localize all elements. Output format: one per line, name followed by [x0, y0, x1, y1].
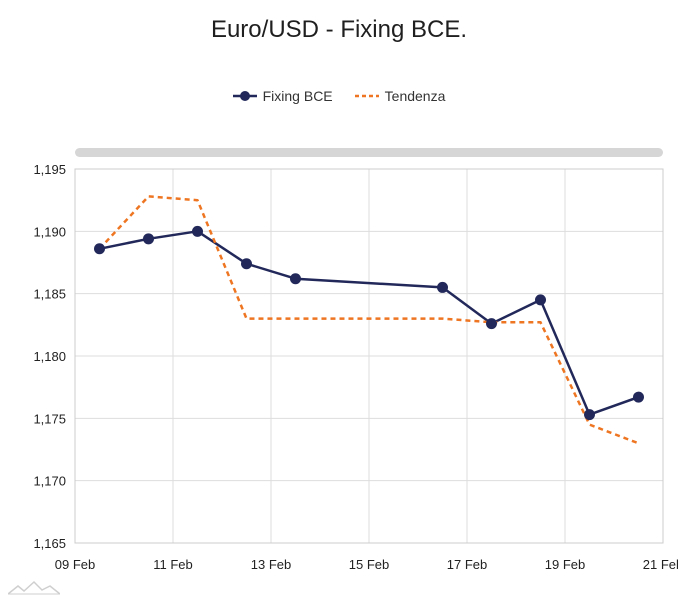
- data-point-fixing-bce[interactable]: [633, 391, 644, 403]
- legend-dashed-line-icon: [354, 94, 379, 98]
- y-tick-label: 1,175: [33, 411, 66, 426]
- data-point-fixing-bce[interactable]: [143, 233, 154, 245]
- watermark-logo-icon: [8, 580, 60, 595]
- x-tick-label: 15 Feb: [349, 557, 389, 572]
- series-line-fixing-bce: [99, 230, 639, 416]
- y-tick-label: 1,170: [33, 474, 66, 489]
- y-tick-label: 1,165: [33, 536, 66, 551]
- legend: Fixing BCE Tendenza: [0, 88, 678, 104]
- x-tick-label: 09 Feb: [55, 557, 95, 572]
- data-point-fixing-bce[interactable]: [290, 273, 301, 285]
- y-tick-label: 1,180: [33, 349, 66, 364]
- x-tick-label: 17 Feb: [447, 557, 487, 572]
- legend-line-marker-icon: [232, 91, 257, 101]
- x-tick-label: 13 Feb: [251, 557, 291, 572]
- x-tick-label: 19 Feb: [545, 557, 585, 572]
- plot-border: [74, 168, 664, 544]
- y-tick-label: 1,190: [33, 224, 66, 239]
- x-tick-label: 21 Feb: [643, 557, 678, 572]
- x-tick-label: 11 Feb: [153, 557, 193, 572]
- chart-title: Euro/USD - Fixing BCE.: [210, 16, 468, 43]
- data-point-fixing-bce[interactable]: [94, 243, 105, 255]
- chart-scrollbar[interactable]: [75, 148, 663, 157]
- y-tick-label: 1,185: [33, 287, 66, 302]
- data-point-fixing-bce[interactable]: [437, 281, 448, 293]
- data-point-fixing-bce[interactable]: [192, 225, 203, 237]
- data-point-fixing-bce[interactable]: [584, 409, 595, 421]
- legend-label-fixing-bce: Fixing BCE: [262, 88, 333, 104]
- legend-label-tendenza: Tendenza: [384, 88, 446, 104]
- data-point-fixing-bce[interactable]: [535, 294, 546, 306]
- y-tick-label: 1,195: [33, 162, 66, 177]
- data-point-fixing-bce[interactable]: [241, 258, 252, 270]
- data-point-fixing-bce[interactable]: [486, 318, 497, 330]
- legend-item-fixing-bce[interactable]: Fixing BCE: [232, 88, 333, 104]
- legend-item-tendenza[interactable]: Tendenza: [354, 88, 446, 104]
- series-line-tendenza: [98, 195, 639, 445]
